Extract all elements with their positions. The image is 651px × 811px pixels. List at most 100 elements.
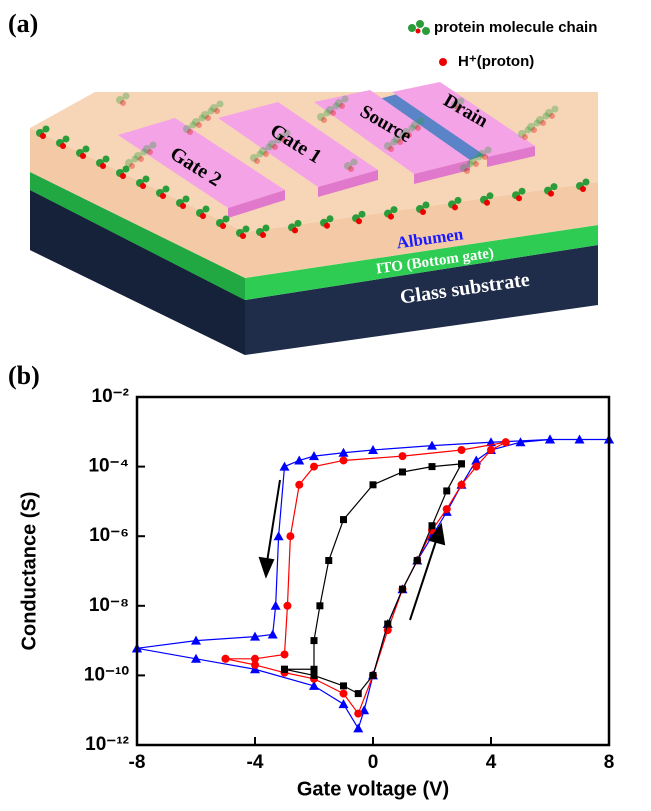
proton (160, 193, 166, 199)
molecule (418, 118, 425, 125)
y-tick-label: 10⁻⁴ (88, 456, 129, 477)
molecule (342, 96, 349, 103)
marker (458, 481, 466, 489)
molecule (203, 206, 210, 213)
y-tick-label: 10⁻⁶ (89, 525, 129, 546)
molecule (519, 188, 526, 195)
marker (384, 620, 391, 627)
molecule (123, 93, 130, 100)
molecule (217, 101, 224, 108)
marker (429, 463, 436, 470)
molecule (487, 192, 494, 199)
proton (214, 108, 220, 114)
molecule (583, 179, 590, 186)
molecule (103, 156, 110, 163)
marker (487, 446, 495, 454)
proton (205, 115, 211, 121)
y-tick-label: 10⁻¹⁰ (84, 664, 129, 685)
marker (443, 505, 451, 513)
proton (200, 213, 206, 219)
y-tick-label: 10⁻¹² (85, 734, 129, 755)
molecule (359, 211, 366, 218)
y-tick-label: 10⁻⁸ (89, 595, 129, 616)
molecule (552, 106, 559, 113)
proton (522, 134, 528, 140)
proton (388, 146, 394, 152)
device-diagram: Gate 2 Gate 1 Source Drain Albumen ITO (… (8, 9, 598, 355)
proton (120, 100, 126, 106)
marker (414, 557, 421, 564)
marker (340, 516, 347, 523)
legend-proton-icon (439, 58, 447, 66)
marker (340, 690, 348, 698)
proton (60, 143, 66, 149)
molecule (263, 225, 270, 232)
marker (355, 690, 362, 697)
x-tick-label: -8 (129, 752, 146, 773)
marker (281, 666, 288, 673)
marker (370, 481, 377, 488)
marker (311, 666, 318, 673)
proton (40, 133, 46, 139)
marker (502, 438, 510, 446)
proton (147, 149, 153, 155)
molecule (183, 196, 190, 203)
proton (330, 110, 336, 116)
proton (420, 209, 426, 215)
panel-a-label: (a) (8, 9, 38, 38)
marker (458, 446, 466, 454)
proton (254, 158, 260, 164)
molecule (83, 146, 90, 153)
proton (100, 163, 106, 169)
proton (548, 191, 554, 197)
proton (452, 204, 458, 210)
proton (549, 113, 555, 119)
molecule (485, 147, 492, 154)
marker (399, 468, 406, 475)
panel-b-label: (b) (8, 361, 40, 390)
molecule (391, 206, 398, 213)
x-tick-label: 0 (368, 752, 379, 773)
legend-proton: H⁺(proton) (458, 53, 534, 70)
marker (443, 487, 450, 494)
molecule (150, 142, 157, 149)
molecule (455, 197, 462, 204)
proton (138, 156, 144, 162)
proton (220, 223, 226, 229)
proton (388, 214, 394, 220)
marker (340, 682, 347, 689)
proton (120, 173, 126, 179)
proton (240, 233, 246, 239)
molecule (223, 216, 230, 223)
figure: Gate 2 Gate 1 Source Drain Albumen ITO (… (0, 0, 651, 811)
proton (516, 195, 522, 201)
x-tick-label: 4 (486, 752, 497, 773)
marker (251, 655, 259, 663)
marker (316, 602, 323, 609)
molecule (243, 226, 250, 233)
legend-protein-icon (408, 20, 430, 35)
proton (580, 186, 586, 192)
marker (295, 481, 303, 489)
marker (399, 452, 407, 460)
proton (473, 161, 479, 167)
proton (339, 103, 345, 109)
marker (311, 672, 318, 679)
legend-protein: protein molecule chain (434, 19, 597, 36)
x-axis-title: Gate voltage (V) (297, 778, 449, 800)
molecule (63, 136, 70, 143)
proton (80, 153, 86, 159)
marker (353, 723, 363, 732)
marker (286, 532, 294, 540)
y-tick-label: 10⁻² (92, 386, 130, 407)
marker (458, 460, 465, 467)
marker (370, 672, 377, 679)
marker (429, 522, 436, 529)
proton (196, 122, 202, 128)
marker (472, 463, 480, 471)
proton (464, 168, 470, 174)
marker (280, 462, 290, 471)
molecule (163, 186, 170, 193)
molecule (423, 202, 430, 209)
